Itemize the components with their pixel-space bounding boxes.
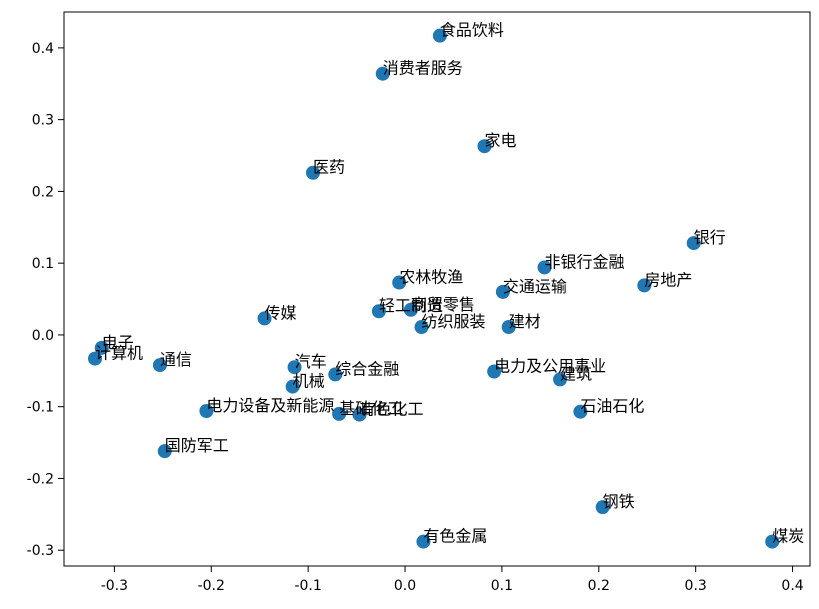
plot-area-frame (63, 11, 811, 567)
point-label: 传媒 (265, 303, 297, 322)
point-label: 银行 (694, 228, 726, 247)
point-label: 有色金属 (423, 527, 487, 546)
point-label: 非银行金融 (545, 252, 625, 271)
data-point (537, 260, 552, 275)
point-label: 机械 (293, 372, 325, 391)
data-point (595, 500, 610, 515)
x-tick-label: 0.4 (781, 578, 803, 594)
data-point (432, 28, 447, 43)
point-label: 轻工制造 (379, 296, 443, 315)
data-point (157, 444, 172, 459)
x-tick-label: 0.0 (394, 578, 416, 594)
point-label: 汽车 (295, 352, 327, 371)
y-tick-label: 0.3 (32, 113, 54, 129)
point-label: 建材 (509, 312, 541, 331)
data-point (371, 304, 386, 319)
data-point (414, 320, 429, 335)
data-point (637, 278, 652, 293)
data-point (285, 379, 300, 394)
point-label: 国防军工 (165, 436, 229, 455)
data-point (495, 284, 510, 299)
point-label: 电力设备及新能源 (206, 396, 334, 415)
point-label: 家电 (484, 131, 516, 150)
point-label: 通信 (160, 350, 192, 369)
data-point (287, 360, 302, 375)
y-tick-label: -0.3 (27, 543, 54, 559)
point-label: 纺织服装 (421, 312, 485, 331)
y-tick-label: -0.2 (27, 471, 54, 487)
point-label: 医药 (313, 158, 345, 177)
data-point (501, 320, 516, 335)
data-point (332, 406, 347, 421)
point-label: 钢铁 (603, 492, 635, 511)
y-tick-label: 0.0 (32, 328, 54, 344)
point-label: 商贸零售 (411, 295, 475, 314)
data-point (305, 165, 320, 180)
point-label: 电子 (102, 333, 134, 352)
data-point (487, 364, 502, 379)
x-tick-label: -0.1 (294, 578, 321, 594)
points-layer (88, 28, 780, 549)
data-point (199, 403, 214, 418)
y-tick-label: 0.1 (32, 256, 54, 272)
data-point (686, 236, 701, 251)
point-label: 综合金融 (335, 359, 399, 378)
y-tick-label: 0.4 (32, 41, 54, 57)
data-point (553, 372, 568, 387)
point-label: 电力及公用事业 (494, 357, 606, 376)
data-point (88, 351, 103, 366)
point-label: 煤炭 (772, 527, 804, 546)
data-point (257, 311, 272, 326)
y-tick-label: -0.1 (27, 400, 54, 416)
data-point (392, 275, 407, 290)
data-point (416, 534, 431, 549)
data-point (328, 367, 343, 382)
x-tick-label: -0.2 (198, 578, 225, 594)
data-point (765, 534, 780, 549)
y-tick-label: 0.2 (32, 184, 54, 200)
point-label: 石油石化 (580, 397, 644, 416)
data-point (94, 340, 109, 355)
point-label: 农林牧渔 (399, 268, 463, 287)
data-point (352, 407, 367, 422)
point-label: 房地产 (644, 270, 692, 289)
point-label: 建筑 (560, 364, 592, 383)
x-tick-label: -0.3 (101, 578, 128, 594)
point-label: 基础化工 (339, 399, 403, 418)
x-tick-label: 0.2 (588, 578, 610, 594)
data-point (152, 358, 167, 373)
point-label: 消费者服务 (383, 59, 463, 78)
data-point (477, 139, 492, 154)
tick-layer: -0.3 -0.2 -0.1 0.0 0.1 0.2 0.3 0.4 -0.3 -0.2 -0.1 0… (27, 41, 804, 594)
data-point (375, 66, 390, 81)
x-tick-label: 0.1 (491, 578, 513, 594)
point-label: 食品饮料 (440, 21, 504, 40)
data-point (573, 404, 588, 419)
point-label: 计算机 (95, 344, 143, 363)
point-label: 交通运输 (503, 277, 567, 296)
x-tick-label: 0.3 (685, 578, 707, 594)
data-point (403, 302, 418, 317)
point-label: 有色化工 (359, 400, 423, 419)
